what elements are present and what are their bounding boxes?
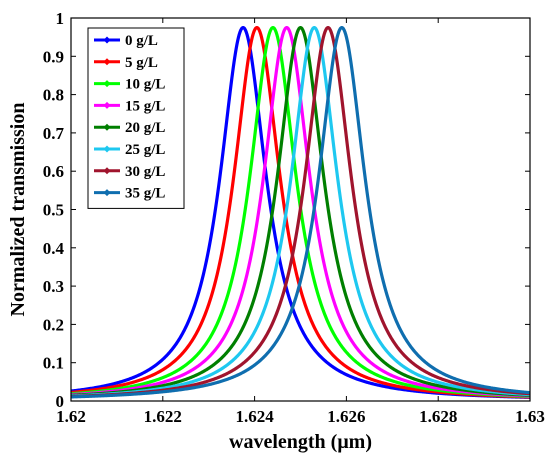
- y-tick-label: 0.8: [43, 86, 64, 105]
- legend-label: 20 g/L: [125, 120, 165, 136]
- legend-label: 0 g/L: [125, 33, 158, 49]
- legend-box: [87, 27, 185, 209]
- legend-marker: [103, 189, 111, 197]
- legend-label: 5 g/L: [125, 55, 158, 71]
- legend-label: 10 g/L: [125, 77, 165, 93]
- series-line-8: [71, 25, 530, 399]
- legend-label: 25 g/L: [125, 142, 165, 158]
- legend-label: 15 g/L: [125, 98, 165, 114]
- x-tick-label: 1.62: [56, 407, 86, 426]
- x-tick-label: 1.624: [235, 407, 274, 426]
- legend-marker: [103, 145, 111, 153]
- y-tick-label: 0.4: [43, 239, 65, 258]
- series-curves: [71, 25, 530, 399]
- legend-marker: [103, 101, 111, 109]
- y-tick-label: 0.5: [43, 201, 64, 220]
- legend-label: 35 g/L: [125, 186, 165, 202]
- legend-marker: [103, 167, 111, 175]
- legend-marker: [103, 36, 111, 44]
- x-tick-label: 1.622: [144, 407, 182, 426]
- legend-marker: [103, 80, 111, 88]
- legend-marker: [103, 58, 111, 66]
- x-tick-label: 1.626: [327, 407, 365, 426]
- y-tick-label: 0.2: [43, 315, 64, 334]
- x-tick-label: 1.628: [419, 407, 457, 426]
- y-axis-title: Normalized transmission: [7, 103, 29, 317]
- series-line-5: [71, 25, 530, 397]
- legend-label: 30 g/L: [125, 164, 165, 180]
- legend-marker: [103, 123, 111, 131]
- y-tick-label: 0.9: [43, 47, 64, 66]
- x-axis: 1.62 1.622 1.624 1.626 1.628 1.63: [56, 18, 545, 426]
- x-axis-title: wavelength (μm): [229, 431, 372, 453]
- y-tick-label: 0: [56, 392, 65, 411]
- y-tick-label: 0.7: [43, 124, 65, 143]
- y-tick-label: 0.6: [43, 162, 64, 181]
- legend: 0 g/L 5 g/L 10 g/L 15 g/L 20 g/L 25 g/L 30 g/L…: [87, 27, 185, 209]
- y-tick-label: 1: [56, 9, 65, 28]
- x-tick-label: 1.63: [515, 407, 545, 426]
- y-tick-label: 0.1: [43, 354, 64, 373]
- y-axis: 0 0.1 0.2 0.3 0.4 0.5 0.6 0.7 0.8 0.9 1: [43, 9, 530, 411]
- y-tick-label: 0.3: [43, 277, 64, 296]
